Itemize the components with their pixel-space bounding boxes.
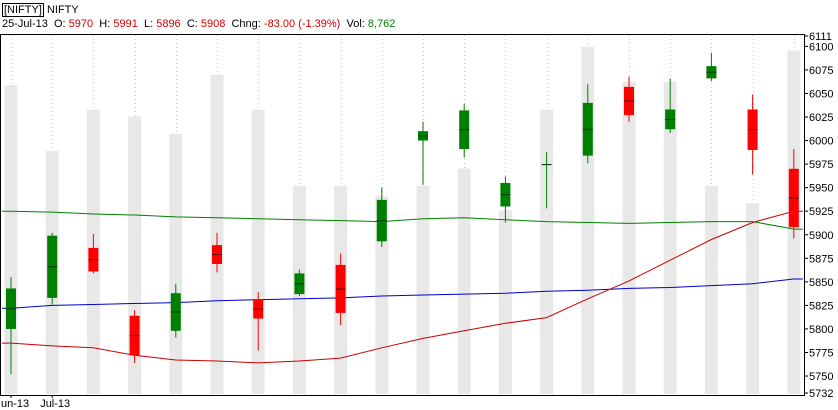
candle [88, 233, 99, 274]
high-label: H: [99, 18, 111, 30]
symbol-title: [NIFTY] NIFTY [2, 3, 79, 17]
volume-bar [704, 185, 718, 394]
y-tick-label: 6000 [809, 136, 833, 148]
moving-averages [2, 210, 803, 364]
y-tick-label: 5900 [809, 230, 833, 242]
x-tick-label: un-13 [1, 398, 29, 410]
moving-average-red [2, 210, 803, 364]
x-tick-label: Jul-13 [40, 398, 70, 410]
low-value: 5896 [156, 18, 181, 30]
symbol-name: NIFTY [46, 4, 79, 16]
high-value: 5991 [113, 18, 138, 30]
y-tick-label: 5975 [809, 159, 833, 171]
y-tick-label: 6100 [809, 41, 833, 53]
y-tick-label: 6025 [809, 112, 833, 124]
low-label: L: [143, 18, 154, 30]
volume-label: Vol: [346, 18, 365, 30]
volume-bar [251, 109, 265, 395]
close-label: C: [186, 18, 198, 30]
y-tick-label: 5875 [809, 253, 833, 265]
candle [170, 283, 181, 338]
candle [129, 310, 140, 363]
volume-bar [746, 203, 760, 394]
symbol-bracket: [NIFTY] [2, 3, 44, 17]
volume-bar [457, 168, 471, 394]
close-value: 5908 [200, 18, 226, 30]
y-tick-label: 5825 [809, 300, 833, 312]
axes: 5732 5750 5775 5800 5825 5850 5875 5900 5925 5950… [0, 31, 833, 410]
y-tick-label: 5850 [809, 277, 833, 289]
moving-average-blue [2, 278, 803, 309]
y-tick-label: 6075 [809, 65, 833, 77]
candle [541, 151, 552, 209]
y-tick-label: 5732 [809, 388, 833, 400]
candle [47, 232, 58, 305]
y-tick-label: 5750 [809, 371, 833, 383]
volume-bar [663, 81, 677, 394]
y-tick-label: 6050 [809, 88, 833, 100]
volume-value: 8,762 [367, 18, 396, 30]
volume-bar [498, 210, 512, 394]
candle [253, 292, 264, 351]
change-label: Chng: [231, 18, 261, 30]
candle [665, 78, 676, 134]
candle [747, 94, 758, 175]
candle [500, 176, 511, 223]
candlesticks [6, 52, 799, 375]
y-tick-label: 5950 [809, 183, 833, 195]
change-value: -83.00 (-1.39%) [263, 18, 341, 30]
y-tick-label: 5800 [809, 324, 833, 336]
candle [582, 84, 593, 164]
ohlc-readout: 25-Jul-13 O: 5970 H: 5991 L: 5896 C: 590… [2, 17, 395, 31]
candle [335, 253, 346, 326]
candle [788, 149, 799, 239]
y-tick-label: 6111 [809, 31, 832, 43]
candle [418, 121, 428, 185]
volume-bar [416, 185, 430, 394]
candle [294, 269, 305, 296]
volume-bar [540, 109, 554, 395]
candle [212, 232, 222, 273]
y-tick-label: 5775 [809, 347, 833, 359]
candle [376, 187, 387, 247]
candle [459, 103, 470, 158]
y-tick-label: 5925 [809, 206, 833, 218]
volume-bar [622, 81, 636, 394]
volume-bar [169, 133, 183, 394]
open-label: O: [53, 18, 66, 30]
moving-average-green [2, 210, 803, 230]
plot-frame [0, 34, 805, 396]
candle [6, 277, 16, 375]
date-label: 25-Jul-13 [2, 18, 48, 30]
volume-bar [375, 196, 389, 394]
open-value: 5970 [68, 18, 94, 30]
candle [624, 76, 634, 122]
chart-header: [NIFTY] NIFTY 25-Jul-13 O: 5970 H: 5991 … [0, 0, 838, 34]
candle [706, 52, 717, 82]
